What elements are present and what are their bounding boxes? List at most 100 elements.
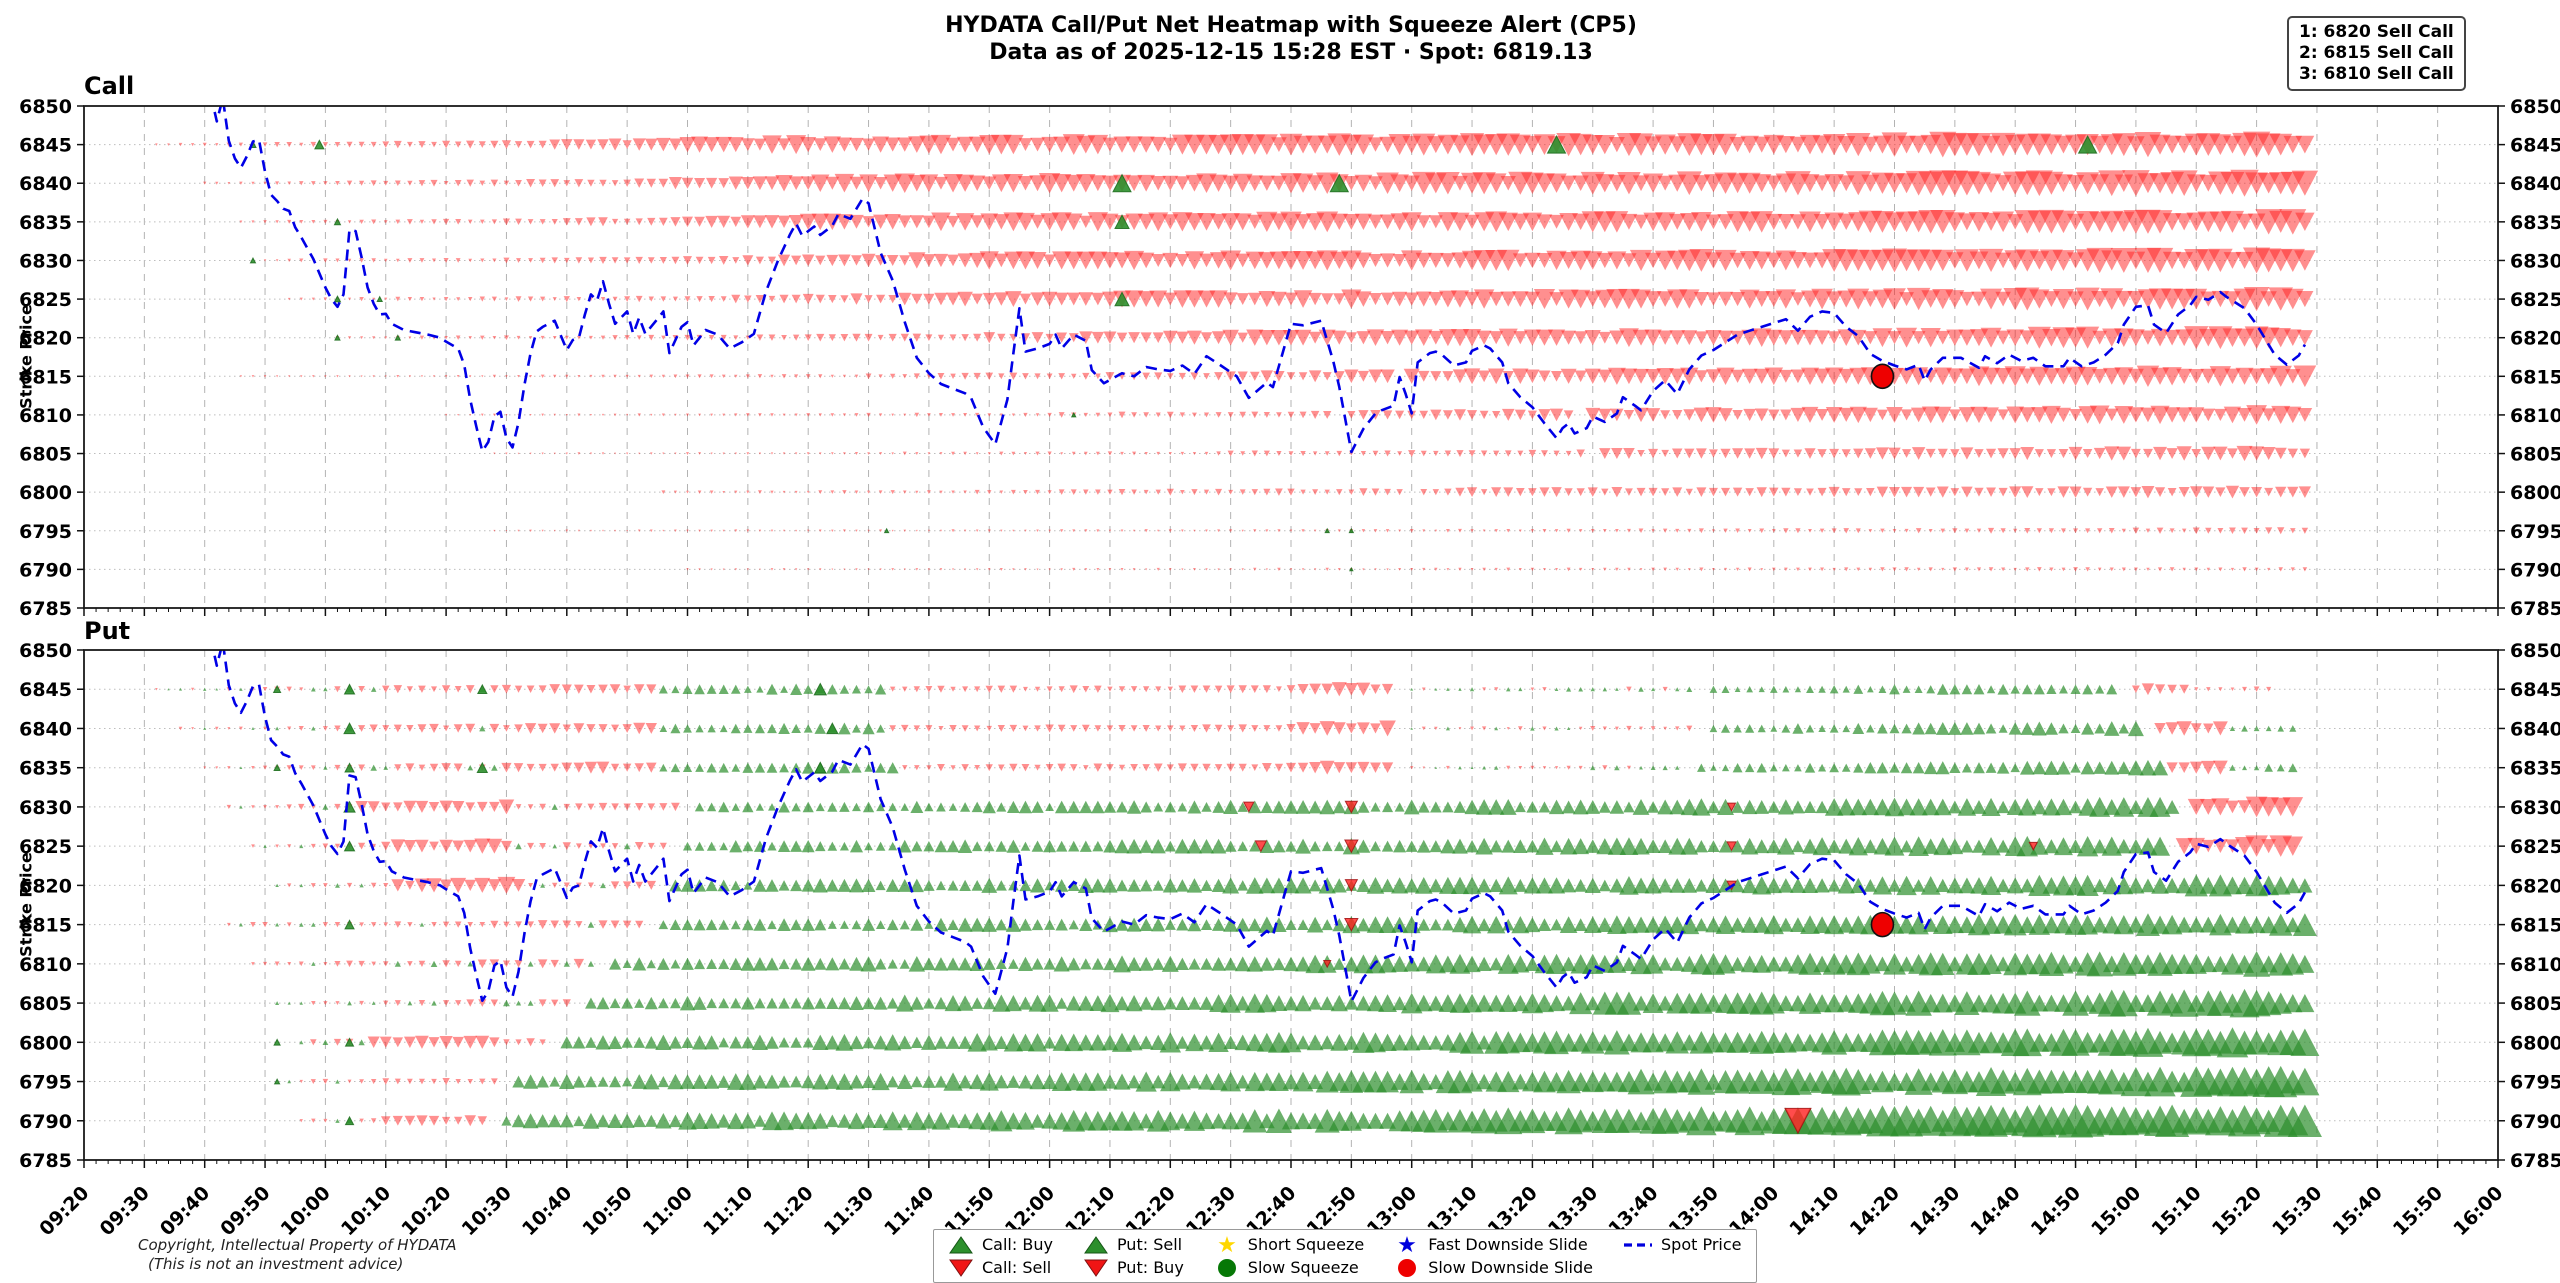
put-sell-marker [1717,798,1735,816]
call-sell-marker [982,292,996,306]
call-sell-marker [646,178,656,188]
call-sell-marker [1974,449,1984,458]
call-sell-marker [698,452,701,455]
put-sell-marker [815,841,826,852]
call-sell-marker [1162,175,1179,191]
put-sell-marker [705,919,718,931]
call-sell-marker [1310,410,1320,419]
call-sell-marker [1868,529,1873,533]
put-sell-marker [1004,1112,1023,1130]
put-sell-marker [1234,956,1251,972]
legend-item-label: Slow Downside Slide [1428,1258,1593,1277]
put-sell-marker [1578,686,1584,692]
call-sell-marker [479,296,485,302]
put-sell-marker [718,919,730,930]
time-tick-label: 09:50 [216,1182,274,1240]
call-sell-marker [1023,489,1028,495]
call-sell-marker [873,214,889,230]
put-sell-marker [1282,1073,1300,1090]
call-sell-marker [538,140,547,149]
put-sell-marker [743,881,753,890]
put-sell-marker [694,958,706,970]
put-sell-marker [657,997,669,1009]
call-sell-marker [551,218,558,225]
call-sell-marker [419,296,425,302]
put-buy-marker [539,842,547,850]
put-buy-marker [418,685,426,693]
put-sell-marker [2229,764,2236,771]
put-buy-marker [263,726,267,731]
put-sell-marker [1019,879,1032,892]
put-sell-marker [1391,955,1409,972]
put-sell-marker [2043,760,2059,775]
put-buy-marker [1446,765,1450,770]
put-sell-marker [1800,915,1820,934]
call-sell-marker [830,413,835,417]
put-buy-marker [1458,727,1462,730]
put-sell-marker [791,802,801,812]
put-sell-marker [1598,801,1611,813]
put-sell-marker [835,1033,854,1051]
call-sell-marker [1108,529,1112,532]
put-sell-marker [815,802,825,812]
call-sell-marker [1064,251,1084,270]
call-sell-marker [1414,329,1433,347]
put-sell-marker [1745,724,1755,733]
put-sell-marker [1566,726,1571,731]
call-sell-marker [1070,489,1077,495]
put-sell-marker [2106,684,2118,695]
put-sell-marker [609,958,622,970]
time-tick-label: 14:50 [2027,1182,2085,1240]
put-buy-marker [403,800,417,814]
put-buy-marker [1346,723,1357,734]
call-sell-marker [1862,407,1878,423]
call-sell-marker [706,177,718,189]
call-sell-marker [1263,488,1271,496]
call-sell-marker [1813,368,1831,385]
call-sell-marker [1011,451,1016,456]
call-sell-marker [2176,446,2192,461]
call-sell-marker [2275,486,2287,498]
call-sell-marker [2175,213,2194,231]
put-sell-marker [703,1112,720,1129]
call-sell-marker [432,375,436,378]
call-sell-marker [1125,175,1143,192]
put-sell-marker [910,1075,923,1088]
put-sell-marker [1283,956,1299,972]
put-sell-marker [1675,687,1680,692]
time-tick-label: 09:20 [35,1182,93,1240]
put-sell-marker [1646,801,1660,813]
put-sell-marker [1675,765,1680,770]
put-sell-marker [946,957,960,971]
call-sell-marker [2154,487,2166,498]
call-sell-marker [685,413,690,417]
put-sell-marker [753,878,767,892]
put-sell-marker [1208,1032,1229,1052]
put-sell-marker [669,919,682,930]
call-sell-marker [394,180,401,187]
strike-tick-label-left: 6800 [19,482,72,504]
put-sell-marker [1884,836,1905,856]
put-buy-marker [1319,721,1335,736]
call-sell-marker [1964,528,1970,533]
put-buy-marker [538,763,547,772]
call-sell-marker [2029,289,2050,309]
call-sell-marker [1777,213,1795,230]
call-sell-marker [1345,332,1358,344]
put-buy-alert-marker [1726,802,1737,812]
put-sell-marker [694,684,705,695]
put-buy-marker [2187,798,2205,815]
call-sell-marker [781,374,787,379]
call-sell-marker [811,213,829,231]
put-buy-marker [1356,682,1371,696]
put-sell-marker [1945,916,1964,934]
put-sell-marker [287,1079,292,1084]
call-sell-marker [1609,330,1625,345]
put-sell-marker [1754,800,1769,814]
call-sell-marker [830,374,834,378]
call-sell-marker [1102,137,1118,152]
put-sell-marker [1173,1073,1191,1090]
put-sell-marker [1091,800,1105,814]
call-sell-marker [1875,447,1889,460]
call-sell-marker [370,180,377,187]
